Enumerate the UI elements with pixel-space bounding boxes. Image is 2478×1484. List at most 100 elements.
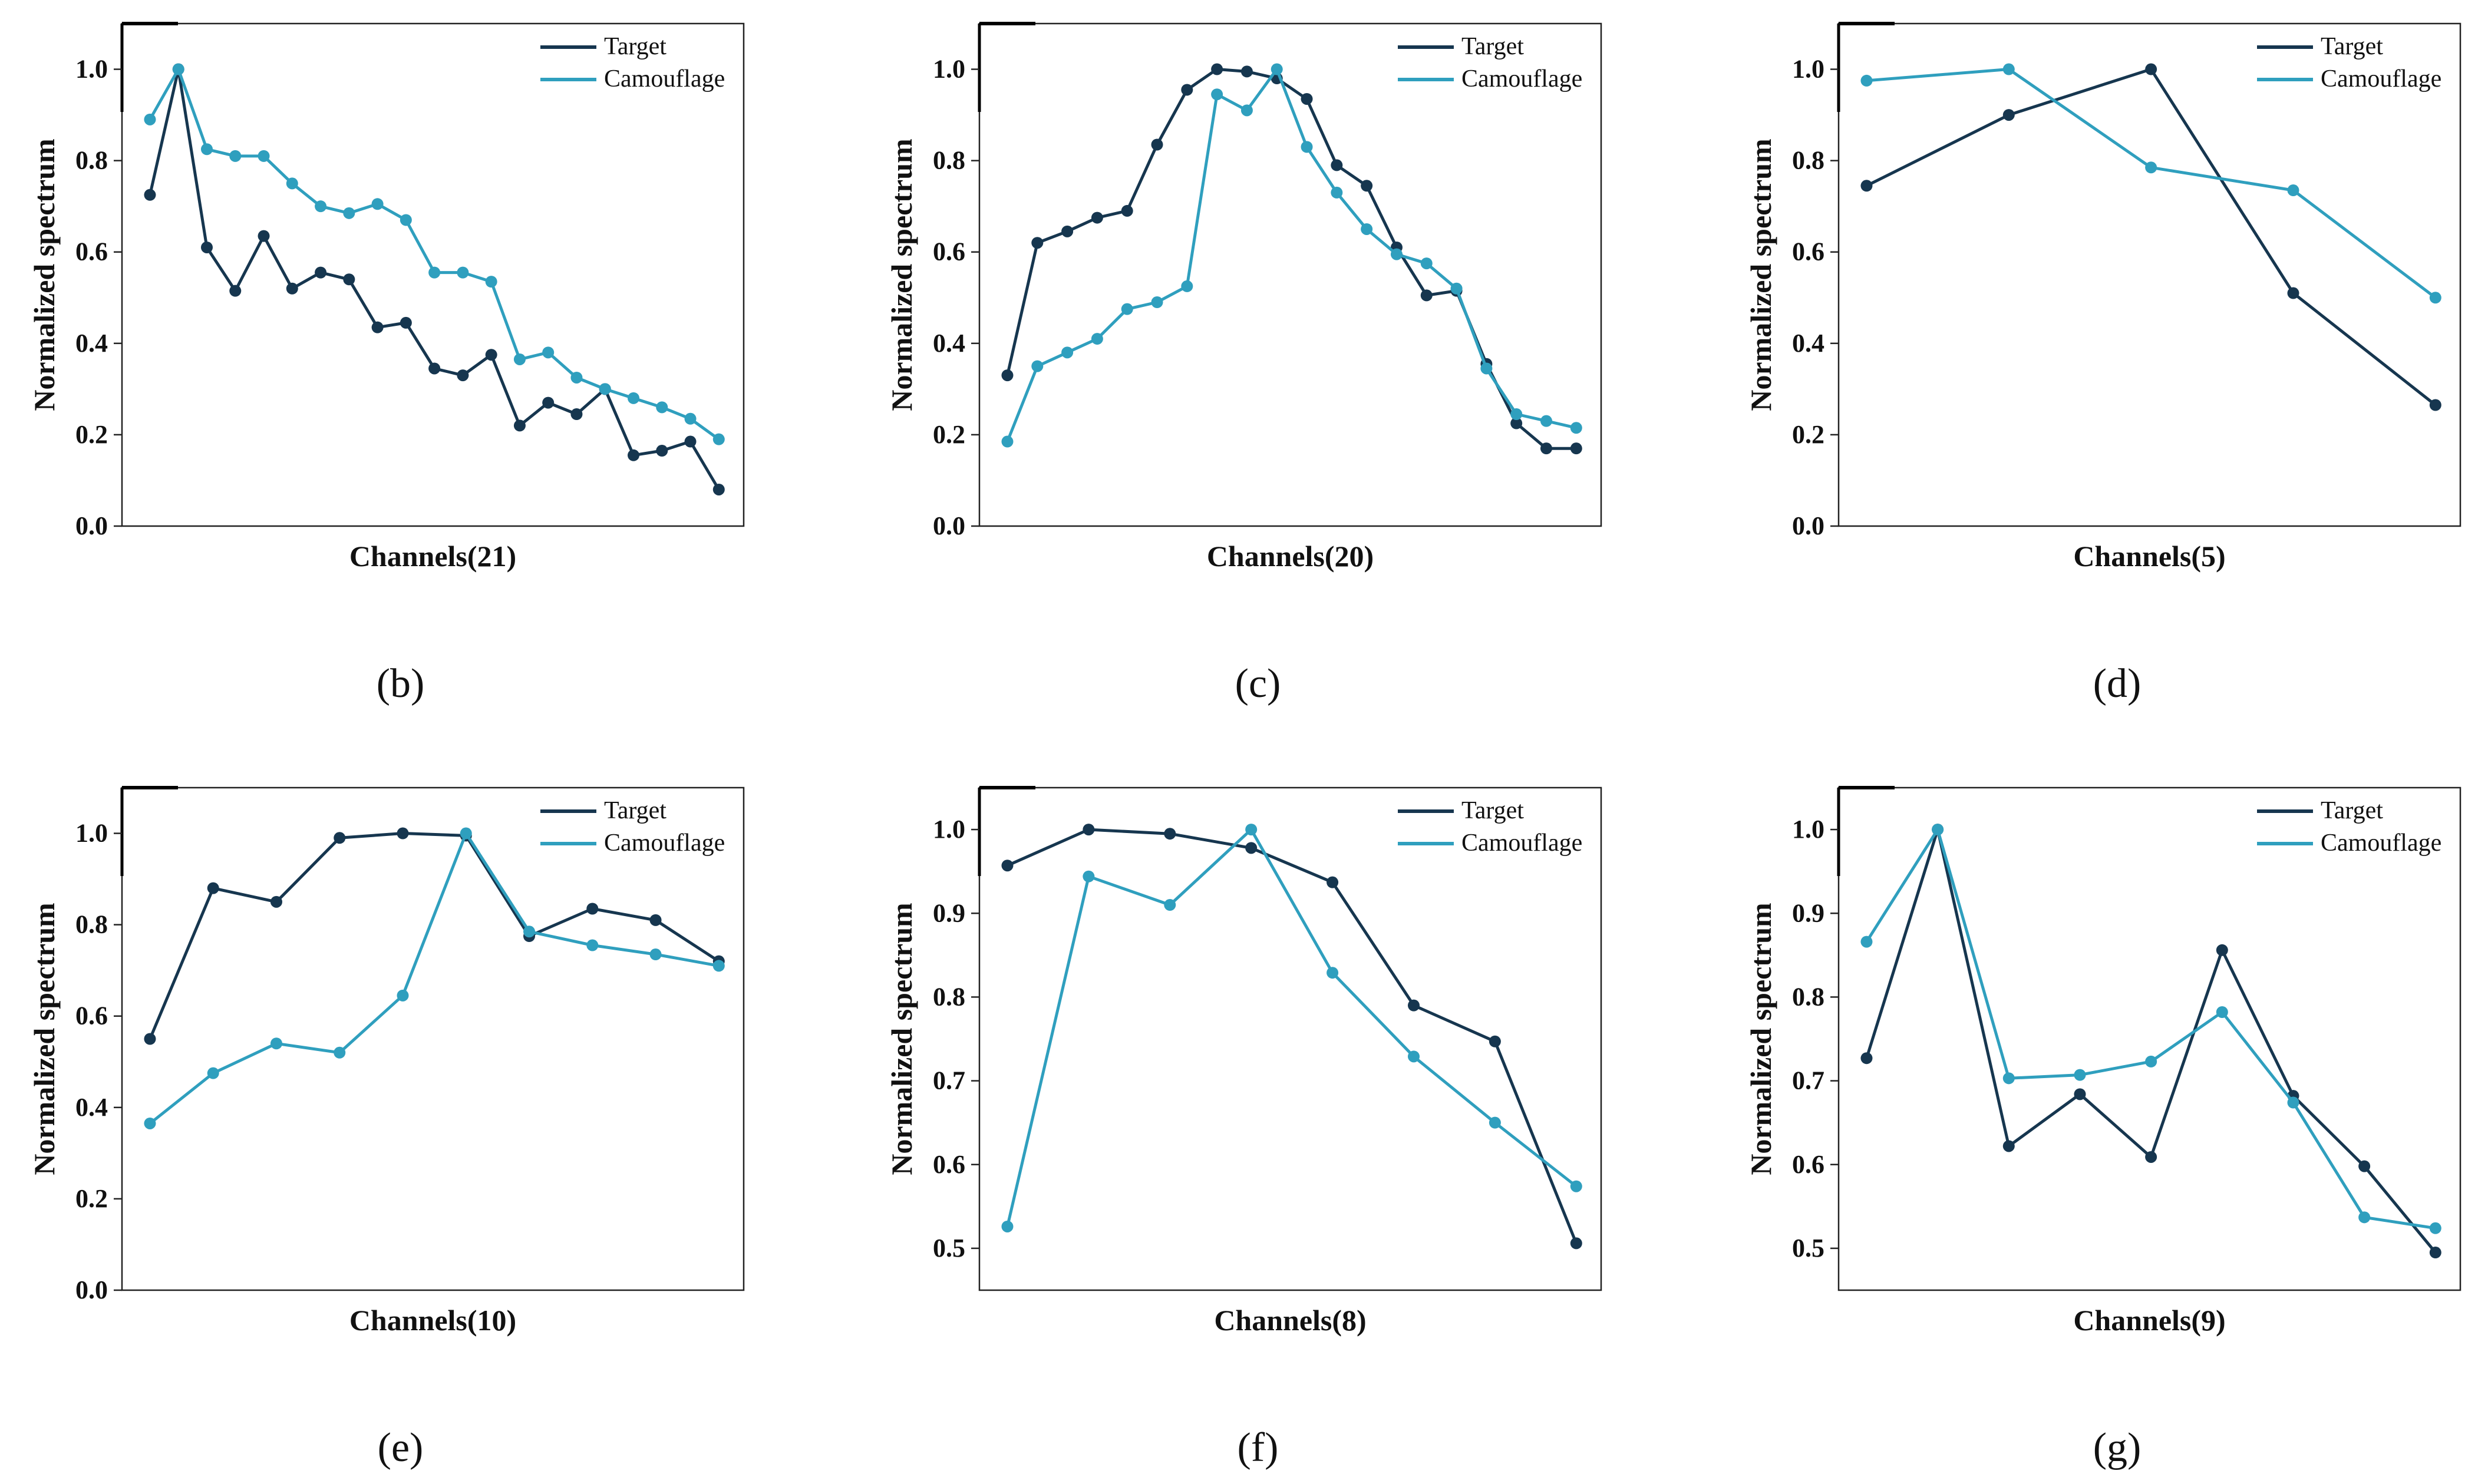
data-point-target bbox=[1083, 824, 1095, 836]
data-point-camouflage bbox=[656, 401, 668, 414]
chart-panel-c: 0.0 0.2 0.4 0.6 0.8 1.0 Normalized spectrum Cha… bbox=[885, 22, 1602, 706]
data-point-camouflage bbox=[1001, 435, 1014, 448]
y-tick-label: 0.0 bbox=[1792, 511, 1824, 540]
x-axis-label: Channels(20) bbox=[1207, 540, 1374, 573]
data-point-camouflage bbox=[229, 150, 242, 162]
series-line-camouflage bbox=[149, 68, 720, 441]
data-point-camouflage bbox=[2287, 184, 2299, 197]
data-point-camouflage bbox=[1061, 346, 1074, 359]
data-point-target bbox=[334, 832, 346, 844]
data-point-target bbox=[457, 369, 469, 382]
y-tick-label: 0.7 bbox=[1792, 1066, 1824, 1095]
y-tick-label: 0.5 bbox=[933, 1234, 965, 1262]
data-point-camouflage bbox=[649, 948, 662, 961]
data-point-camouflage bbox=[1164, 899, 1176, 911]
data-point-camouflage bbox=[1091, 333, 1103, 345]
data-point-camouflage bbox=[343, 207, 355, 219]
data-point-camouflage bbox=[428, 266, 441, 279]
legend-label-target: Target bbox=[604, 797, 666, 824]
y-tick-label: 0.6 bbox=[933, 1150, 965, 1179]
data-point-camouflage bbox=[1001, 1220, 1014, 1232]
plot-frame bbox=[1837, 786, 2461, 1291]
panel-caption: (g) bbox=[2093, 1425, 2142, 1470]
data-point-camouflage bbox=[570, 371, 583, 384]
data-point-target bbox=[207, 882, 219, 894]
legend-label-target: Target bbox=[2321, 33, 2383, 60]
y-tick-label: 1.0 bbox=[1792, 55, 1824, 84]
data-point-target bbox=[229, 285, 242, 297]
plot-frame bbox=[121, 786, 745, 1291]
data-point-camouflage bbox=[1151, 296, 1163, 309]
legend-label-camouflage: Camouflage bbox=[1461, 829, 1582, 857]
data-point-camouflage bbox=[2002, 63, 2015, 75]
legend-label-camouflage: Camouflage bbox=[2321, 65, 2441, 92]
y-tick-label: 0.4 bbox=[75, 1093, 108, 1122]
data-point-target bbox=[1860, 180, 1873, 192]
plot-frame bbox=[1837, 22, 2461, 527]
data-point-target bbox=[1860, 1052, 1873, 1065]
panel-caption: (c) bbox=[1235, 661, 1281, 706]
y-tick-label: 0.6 bbox=[75, 1002, 108, 1030]
y-tick-label: 1.0 bbox=[75, 55, 108, 84]
data-point-camouflage bbox=[1327, 967, 1339, 979]
data-point-camouflage bbox=[1031, 360, 1044, 372]
data-point-camouflage bbox=[1181, 280, 1193, 292]
data-point-camouflage bbox=[1932, 824, 1944, 836]
panel-caption: (d) bbox=[2093, 661, 2142, 706]
data-point-target bbox=[2287, 287, 2299, 299]
data-point-camouflage bbox=[2145, 1055, 2157, 1067]
data-point-camouflage bbox=[2429, 1222, 2441, 1234]
y-tick-label: 0.4 bbox=[1792, 329, 1824, 358]
data-point-target bbox=[1001, 860, 1014, 872]
data-point-camouflage bbox=[485, 276, 497, 288]
data-point-camouflage bbox=[2074, 1069, 2086, 1081]
data-point-camouflage bbox=[371, 198, 384, 210]
series-line-target bbox=[1865, 828, 2437, 1254]
data-point-camouflage bbox=[542, 346, 555, 359]
plot-frame bbox=[978, 22, 1602, 527]
data-point-target bbox=[1420, 289, 1433, 302]
data-point-target bbox=[1121, 204, 1133, 217]
y-tick-label: 0.4 bbox=[75, 329, 108, 358]
data-point-target bbox=[1164, 828, 1176, 840]
data-point-target bbox=[286, 282, 298, 295]
y-tick-label: 0.9 bbox=[1792, 898, 1824, 927]
panel-caption: (f) bbox=[1238, 1425, 1279, 1470]
data-point-target bbox=[1061, 225, 1074, 237]
data-point-target bbox=[1151, 138, 1163, 151]
data-point-target bbox=[1327, 876, 1339, 888]
data-point-target bbox=[1245, 842, 1258, 854]
y-tick-label: 0.8 bbox=[75, 146, 108, 175]
data-point-target bbox=[1091, 211, 1103, 224]
data-point-camouflage bbox=[523, 926, 536, 938]
data-point-target bbox=[485, 349, 497, 361]
series-line-camouflage bbox=[149, 832, 720, 1125]
data-point-camouflage bbox=[172, 63, 184, 75]
data-point-camouflage bbox=[1510, 408, 1523, 421]
data-point-camouflage bbox=[258, 150, 270, 162]
data-point-camouflage bbox=[397, 989, 409, 1002]
data-point-target bbox=[2429, 1247, 2441, 1259]
y-tick-label: 0.2 bbox=[75, 420, 108, 449]
data-point-camouflage bbox=[1390, 248, 1403, 260]
y-tick-label: 0.9 bbox=[933, 898, 965, 927]
plot-frame bbox=[978, 786, 1602, 1291]
y-axis-label: Normalized spectrum bbox=[885, 903, 918, 1175]
data-point-target bbox=[1489, 1035, 1501, 1047]
data-point-camouflage bbox=[513, 353, 526, 365]
series-line-camouflage bbox=[1006, 68, 1577, 442]
data-point-camouflage bbox=[457, 266, 469, 279]
y-tick-label: 0.0 bbox=[75, 511, 108, 540]
data-point-camouflage bbox=[144, 1117, 156, 1129]
y-tick-label: 1.0 bbox=[933, 55, 965, 84]
y-axis-label: Normalized spectrum bbox=[28, 903, 61, 1175]
legend-label-camouflage: Camouflage bbox=[1461, 65, 1582, 92]
data-point-camouflage bbox=[2358, 1211, 2371, 1224]
data-point-target bbox=[628, 449, 640, 461]
data-point-camouflage bbox=[144, 113, 156, 125]
data-point-target bbox=[1570, 442, 1582, 455]
data-point-camouflage bbox=[1361, 223, 1373, 235]
data-point-camouflage bbox=[1083, 870, 1095, 883]
plot-frame bbox=[121, 22, 745, 527]
